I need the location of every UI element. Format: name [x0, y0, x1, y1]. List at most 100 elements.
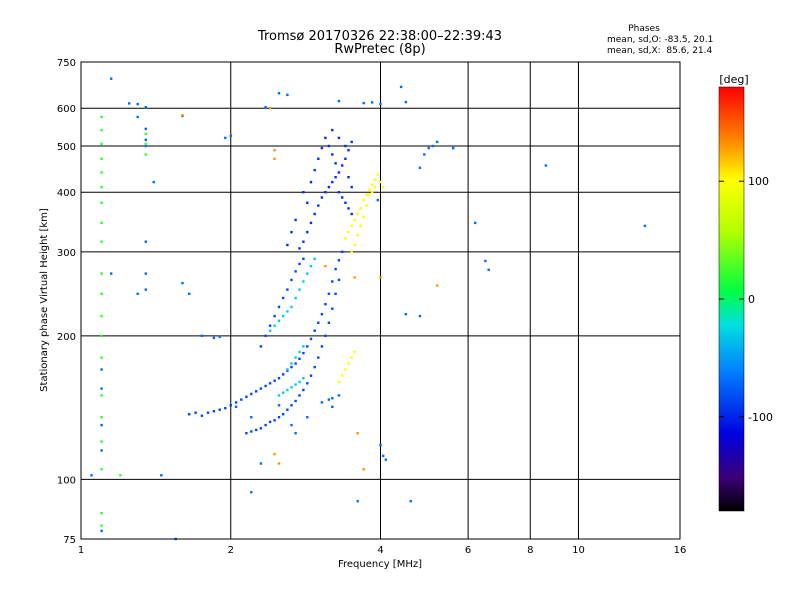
data-point-4-11	[144, 288, 147, 291]
data-point-1-34	[331, 128, 334, 132]
data-point-4-22	[181, 281, 184, 285]
data-point-0-7	[229, 404, 232, 407]
data-point-0-33	[337, 259, 341, 262]
data-point-3-17	[277, 394, 281, 397]
data-point-2-11	[376, 173, 379, 176]
data-point-0-63	[277, 305, 281, 309]
data-point-0-65	[286, 288, 289, 291]
data-point-4-62	[320, 401, 324, 404]
data-point-2-10	[373, 178, 377, 181]
data-point-0-67	[294, 270, 297, 273]
data-point-4-1	[128, 102, 131, 105]
y-tick-label-400: 400	[57, 188, 76, 199]
data-point-1-17	[313, 168, 316, 172]
data-point-3-11	[313, 257, 316, 260]
data-point-0-30	[327, 292, 331, 295]
data-point-2-22	[373, 185, 377, 189]
y-axis-ticks: 75 100 200 300 400 500 600 750	[57, 58, 76, 546]
data-point-4-63	[327, 398, 331, 401]
data-point-0-22	[298, 357, 301, 360]
data-point-0-2	[200, 414, 204, 417]
data-point-4-69	[290, 423, 293, 427]
data-point-2-21	[371, 191, 374, 194]
data-point-0-48	[302, 388, 305, 392]
data-point-4-27	[224, 136, 227, 140]
data-point-5-19	[100, 524, 103, 527]
data-point-0-15	[268, 382, 272, 385]
data-point-4-53	[384, 458, 387, 461]
data-point-0-54	[324, 334, 327, 337]
data-point-3-5	[290, 305, 293, 309]
data-point-2-25	[344, 368, 347, 371]
data-point-2-2	[350, 224, 353, 228]
data-point-6-8	[273, 452, 276, 456]
data-point-0-28	[320, 313, 324, 316]
stats-o-mode: mean, sd,O: -83.5, 20.1	[607, 35, 713, 45]
y-tick-label-100: 100	[57, 475, 76, 486]
x-axis-label: Frequency [MHz]	[338, 559, 422, 570]
data-point-3-19	[286, 388, 289, 392]
data-point-0-11	[250, 392, 253, 396]
data-point-0-49	[306, 382, 309, 385]
data-point-4-32	[337, 99, 341, 103]
data-points	[90, 77, 647, 541]
data-point-4-30	[277, 92, 281, 95]
data-point-5-1	[100, 128, 103, 132]
data-point-2-8	[368, 188, 371, 191]
data-point-0-31	[331, 280, 334, 283]
data-point-0-24	[306, 345, 309, 348]
data-point-0-46	[294, 399, 297, 403]
data-point-3-23	[302, 377, 305, 380]
data-point-2-18	[362, 215, 365, 219]
data-point-0-56	[331, 307, 334, 310]
data-point-0-51	[313, 365, 316, 369]
data-point-0-6	[224, 407, 227, 410]
data-point-3-2	[277, 319, 281, 322]
data-point-5-9	[100, 272, 103, 275]
data-point-5-12	[100, 334, 103, 337]
data-point-1-16	[309, 180, 313, 184]
data-point-4-66	[337, 394, 341, 397]
data-point-1-14	[347, 149, 350, 152]
data-point-4-25	[212, 336, 216, 340]
data-point-4-49	[376, 198, 379, 202]
data-point-5-15	[100, 416, 103, 419]
data-point-4-51	[409, 500, 412, 503]
data-point-5-14	[100, 394, 103, 397]
data-point-4-46	[487, 268, 490, 271]
data-point-3-6	[294, 296, 297, 300]
data-point-4-13	[110, 272, 113, 275]
data-point-4-23	[188, 292, 191, 295]
data-point-0-17	[277, 377, 281, 380]
data-point-4-6	[144, 138, 147, 142]
data-point-1-0	[298, 247, 301, 250]
data-point-0-57	[334, 292, 337, 295]
data-point-4-7	[144, 144, 147, 148]
data-point-2-20	[368, 193, 371, 196]
data-point-4-44	[474, 221, 477, 225]
x-axis-ticks: 1 2 4 6 8 10 16	[78, 545, 687, 556]
data-point-0-19	[286, 369, 289, 372]
data-point-2-28	[353, 350, 356, 354]
data-point-2-7	[365, 193, 368, 196]
data-point-0-68	[298, 262, 301, 266]
x-tick-label-1: 1	[78, 545, 84, 556]
data-point-4-31	[286, 93, 289, 97]
data-point-4-35	[379, 102, 382, 106]
x-tick-label-8: 8	[527, 545, 533, 556]
data-point-2-1	[347, 230, 350, 234]
data-point-6-3	[273, 157, 276, 160]
data-point-4-55	[418, 314, 422, 318]
y-tick-label-750: 750	[57, 58, 76, 69]
data-point-6-4	[353, 276, 356, 279]
data-point-6-6	[436, 284, 439, 287]
data-point-3-8	[302, 280, 305, 283]
y-tick-label-200: 200	[57, 332, 76, 343]
data-point-4-59	[250, 416, 253, 419]
data-point-4-38	[418, 166, 422, 169]
data-point-0-59	[259, 345, 263, 348]
data-point-5-18	[100, 511, 103, 515]
data-point-1-12	[341, 164, 344, 167]
data-point-5-13	[100, 356, 103, 359]
